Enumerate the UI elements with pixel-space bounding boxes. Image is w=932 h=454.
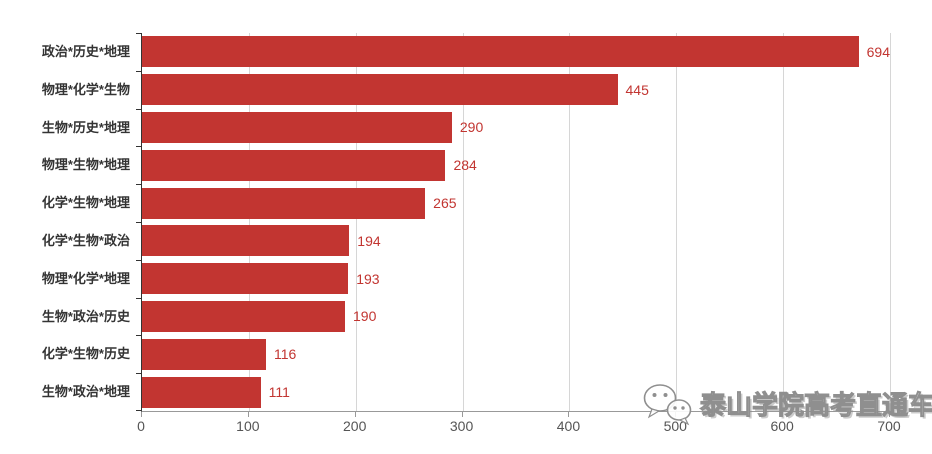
bar-row: 445 <box>142 71 890 109</box>
bar-row: 193 <box>142 260 890 298</box>
gridline <box>783 33 785 411</box>
x-axis-label: 600 <box>770 418 794 434</box>
bar-row: 694 <box>142 33 890 71</box>
bar[interactable] <box>142 36 859 68</box>
x-axis-label: 200 <box>343 418 367 434</box>
bar-row: 284 <box>142 146 890 184</box>
y-axis-tick <box>136 297 142 299</box>
x-axis-label: 100 <box>236 418 260 434</box>
bar[interactable] <box>142 187 426 219</box>
bar[interactable] <box>142 225 350 257</box>
y-axis-tick <box>136 108 142 110</box>
value-label: 193 <box>356 270 380 287</box>
category-label: 物理*化学*生物 <box>41 81 130 97</box>
category-label: 化学*生物*政治 <box>41 232 130 248</box>
bar[interactable] <box>142 111 452 143</box>
value-label: 284 <box>453 157 477 174</box>
x-axis-tick <box>568 412 570 417</box>
category-axis: 政治*历史*地理 物理*化学*生物 生物*历史*地理 物理*生物*地理 化学*生物*地理… <box>0 33 130 411</box>
x-axis-tick <box>354 412 356 417</box>
gridline <box>355 33 357 411</box>
bar-row: 265 <box>142 184 890 222</box>
y-axis-tick <box>136 184 142 186</box>
category-label: 物理*生物*地理 <box>41 157 130 173</box>
bar-row: 111 <box>142 373 890 411</box>
bar[interactable] <box>142 376 261 408</box>
x-axis-tick <box>889 412 890 417</box>
value-label: 694 <box>866 43 890 60</box>
y-axis-tick <box>136 146 142 148</box>
value-label: 290 <box>459 119 484 136</box>
bar-series: 694 445 290 284 265 194 193 190 116 111 <box>142 33 890 411</box>
value-label: 194 <box>357 232 381 249</box>
bar[interactable] <box>142 300 346 332</box>
bar[interactable] <box>142 263 349 295</box>
category-label: 生物*历史*地理 <box>41 119 130 135</box>
y-axis-tick <box>136 33 142 34</box>
gridline <box>890 33 891 411</box>
value-label: 190 <box>353 308 377 325</box>
x-axis-tick <box>675 412 677 417</box>
x-axis-tick <box>247 412 249 417</box>
bar[interactable] <box>142 74 618 106</box>
plot-area: 694 445 290 284 265 194 193 190 116 111 <box>136 33 891 412</box>
value-label: 445 <box>625 81 649 98</box>
x-axis-labels: 0 100 200 300 400 500 600 700 <box>137 418 901 436</box>
value-label: 116 <box>273 346 297 363</box>
x-axis-label: 500 <box>663 418 687 434</box>
gridline <box>676 33 678 411</box>
y-axis-tick <box>136 373 142 375</box>
gridline <box>462 33 464 411</box>
category-label: 生物*政治*历史 <box>41 308 130 324</box>
x-axis-label: 700 <box>877 418 901 434</box>
x-axis-label: 300 <box>449 418 474 434</box>
y-axis-tick <box>136 222 142 223</box>
y-axis-tick <box>136 410 142 411</box>
bar-row: 194 <box>142 222 890 260</box>
value-label: 265 <box>433 195 457 212</box>
category-label: 化学*生物*地理 <box>41 195 130 211</box>
category-label: 物理*化学*地理 <box>41 270 130 286</box>
y-axis-tick <box>136 259 142 261</box>
y-axis-tick <box>136 335 142 337</box>
category-label: 化学*生物*历史 <box>41 346 130 362</box>
bar-row: 290 <box>142 109 890 147</box>
x-axis-label: 400 <box>556 418 581 434</box>
bar[interactable] <box>142 338 266 370</box>
bar-row: 116 <box>142 335 890 373</box>
bar[interactable] <box>142 149 446 181</box>
x-axis-tick <box>782 412 784 417</box>
value-label: 111 <box>268 384 290 401</box>
y-axis-tick <box>136 70 142 72</box>
gridline <box>248 33 250 411</box>
category-label: 政治*历史*地理 <box>41 44 130 59</box>
category-label: 生物*政治*地理 <box>41 384 130 400</box>
x-axis-tick <box>141 412 142 417</box>
x-axis-tick <box>461 412 463 417</box>
x-axis-label: 0 <box>137 418 145 434</box>
gridline <box>569 33 571 411</box>
bar-row: 190 <box>142 298 890 336</box>
